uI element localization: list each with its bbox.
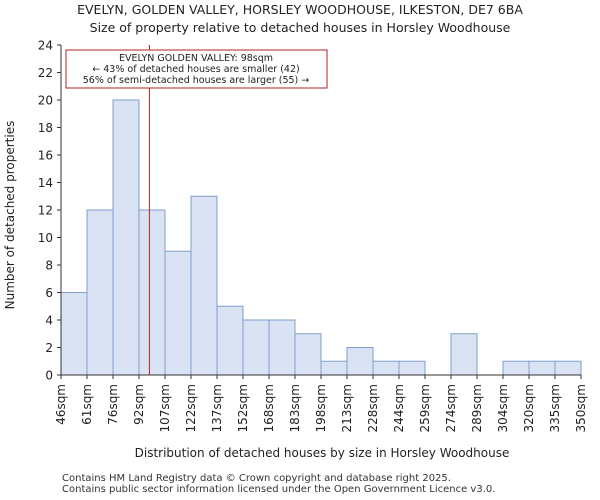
x-axis: 46sqm 61sqm 76sqm 92sqm 107sqm 122sqm 137sqm 15…	[54, 374, 588, 432]
x-tick-label: 335sqm	[548, 384, 562, 432]
y-tick-label: 2	[45, 341, 53, 355]
bar-320sqm	[528, 360, 556, 376]
footer-line-1: Contains HM Land Registry data © Crown c…	[62, 473, 451, 484]
x-axis-label: Distribution of detached houses by size …	[135, 446, 510, 460]
bar-122sqm	[190, 195, 218, 376]
x-tick-label: 320sqm	[522, 384, 536, 432]
annotation-line-1: EVELYN GOLDEN VALLEY: 98sqm	[119, 53, 273, 64]
x-tick-label: 152sqm	[236, 384, 250, 432]
x-tick-label: 198sqm	[314, 384, 328, 432]
x-tick-label: 274sqm	[444, 384, 458, 432]
x-tick-label: 259sqm	[418, 384, 432, 432]
x-tick-label: 122sqm	[184, 384, 198, 432]
y-axis-label: Number of detached properties	[3, 121, 17, 310]
y-tick-label: 10	[38, 231, 53, 245]
y-tick-label: 8	[45, 259, 53, 273]
annotation-box: EVELYN GOLDEN VALLEY: 98sqm ← 43% of det…	[65, 49, 328, 89]
bar-46sqm	[60, 292, 88, 376]
y-tick-label: 14	[38, 176, 53, 190]
x-tick-label: 213sqm	[340, 384, 354, 432]
y-tick-label: 12	[38, 204, 53, 218]
y-tick-label: 4	[45, 314, 53, 328]
y-tick-label: 6	[45, 286, 53, 300]
y-tick-label: 20	[38, 94, 53, 108]
bar-304sqm	[502, 360, 530, 376]
x-tick-label: 228sqm	[366, 384, 380, 432]
y-tick-label: 16	[38, 149, 53, 163]
x-tick-label: 168sqm	[262, 384, 276, 432]
y-tick-label: 24	[38, 39, 53, 53]
bar-213sqm	[346, 347, 374, 376]
x-tick-label: 183sqm	[288, 384, 302, 432]
x-tick-label: 350sqm	[574, 384, 588, 432]
bar-198sqm	[320, 360, 348, 376]
annotation-line-2: ← 43% of detached houses are smaller (42…	[92, 64, 299, 75]
bar-274sqm	[450, 333, 478, 376]
bar-244sqm	[398, 360, 426, 376]
bar-92sqm	[138, 209, 166, 376]
x-tick-label: 304sqm	[496, 384, 510, 432]
x-tick-label: 92sqm	[132, 384, 146, 425]
x-tick-label: 137sqm	[210, 384, 224, 432]
bar-168sqm	[268, 319, 296, 376]
bar-152sqm	[242, 319, 270, 376]
footer-line-2: Contains public sector information licen…	[62, 484, 496, 495]
bar-137sqm	[216, 305, 244, 376]
annotation-line-3: 56% of semi-detached houses are larger (…	[83, 75, 310, 86]
x-tick-label: 61sqm	[80, 384, 94, 425]
chart-title: EVELYN, GOLDEN VALLEY, HORSLEY WOODHOUSE…	[77, 2, 523, 17]
bar-107sqm	[164, 250, 192, 376]
y-tick-label: 18	[38, 121, 53, 135]
bar-183sqm	[294, 333, 322, 376]
bar-335sqm	[554, 360, 582, 376]
bars-layer	[60, 99, 582, 376]
x-tick-label: 46sqm	[54, 384, 68, 425]
chart-subtitle: Size of property relative to detached ho…	[90, 20, 511, 35]
x-tick-label: 76sqm	[106, 384, 120, 425]
x-tick-label: 289sqm	[470, 384, 484, 432]
y-tick-label: 0	[45, 369, 53, 383]
bar-61sqm	[86, 209, 114, 376]
bar-76sqm	[112, 99, 140, 376]
x-tick-label: 244sqm	[392, 384, 406, 432]
y-tick-label: 22	[38, 66, 53, 80]
x-tick-label: 107sqm	[158, 384, 172, 432]
bar-228sqm	[372, 360, 400, 376]
